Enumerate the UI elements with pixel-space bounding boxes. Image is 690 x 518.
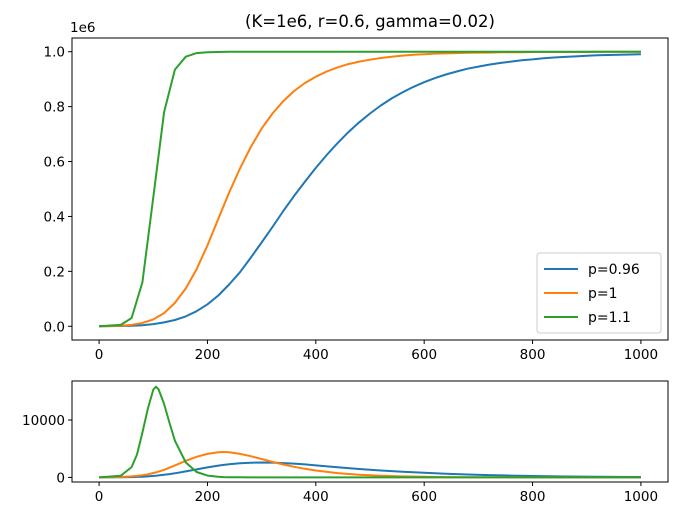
top-series-line-p11: [99, 50, 641, 328]
top-y-tick-label: 0.2: [44, 264, 65, 280]
bottom-x-tick-label: 600: [411, 489, 437, 505]
top-y-tick-label: 0.0: [44, 319, 65, 335]
bottom-x-tick-label: 200: [195, 489, 221, 505]
bottom-y-tick-label: 10000: [22, 413, 65, 429]
bottom-x-tick-label: 800: [520, 489, 546, 505]
legend: p=0.96 p=1 p=1.1: [536, 252, 662, 334]
top-chart-frame: [71, 37, 669, 341]
bottom-x-tick-label: 0: [95, 489, 104, 505]
legend-label-p096: p=0.96: [588, 262, 640, 278]
legend-label-p11: p=1.1: [588, 310, 631, 326]
top-chart: (K=1e6, r=0.6, gamma=0.02) 1e6 0 200 400 60…: [44, 12, 669, 363]
top-y-tick-label: 0.6: [44, 155, 65, 171]
legend-label-p1: p=1: [588, 286, 618, 302]
bottom-series-line-p11: [99, 385, 641, 479]
bottom-chart-frame: [71, 380, 669, 483]
top-chart-offset-label: 1e6: [70, 20, 95, 36]
top-x-tick-label: 400: [303, 347, 329, 363]
bottom-chart-series: [99, 385, 641, 479]
top-chart-ticks: 0 200 400 600 800 1000 0.0 0.2 0.4 0.6 0.8 1.0: [44, 45, 659, 363]
top-x-tick-label: 200: [195, 347, 221, 363]
top-chart-series: [99, 50, 641, 328]
bottom-x-tick-label: 1000: [624, 489, 658, 505]
top-x-tick-label: 600: [411, 347, 437, 363]
top-y-tick-label: 0.4: [44, 209, 65, 225]
top-series-line-p096: [99, 53, 641, 328]
top-y-tick-label: 0.8: [44, 100, 65, 116]
top-x-tick-label: 1000: [624, 347, 658, 363]
bottom-x-tick-label: 400: [303, 489, 329, 505]
bottom-y-tick-label: 0: [56, 470, 65, 486]
top-x-tick-label: 800: [520, 347, 546, 363]
bottom-series-line-p096: [99, 461, 641, 479]
top-y-tick-label: 1.0: [44, 45, 65, 61]
top-chart-title: (K=1e6, r=0.6, gamma=0.02): [245, 12, 495, 31]
legend-box: [536, 252, 662, 334]
top-x-tick-label: 0: [95, 347, 104, 363]
